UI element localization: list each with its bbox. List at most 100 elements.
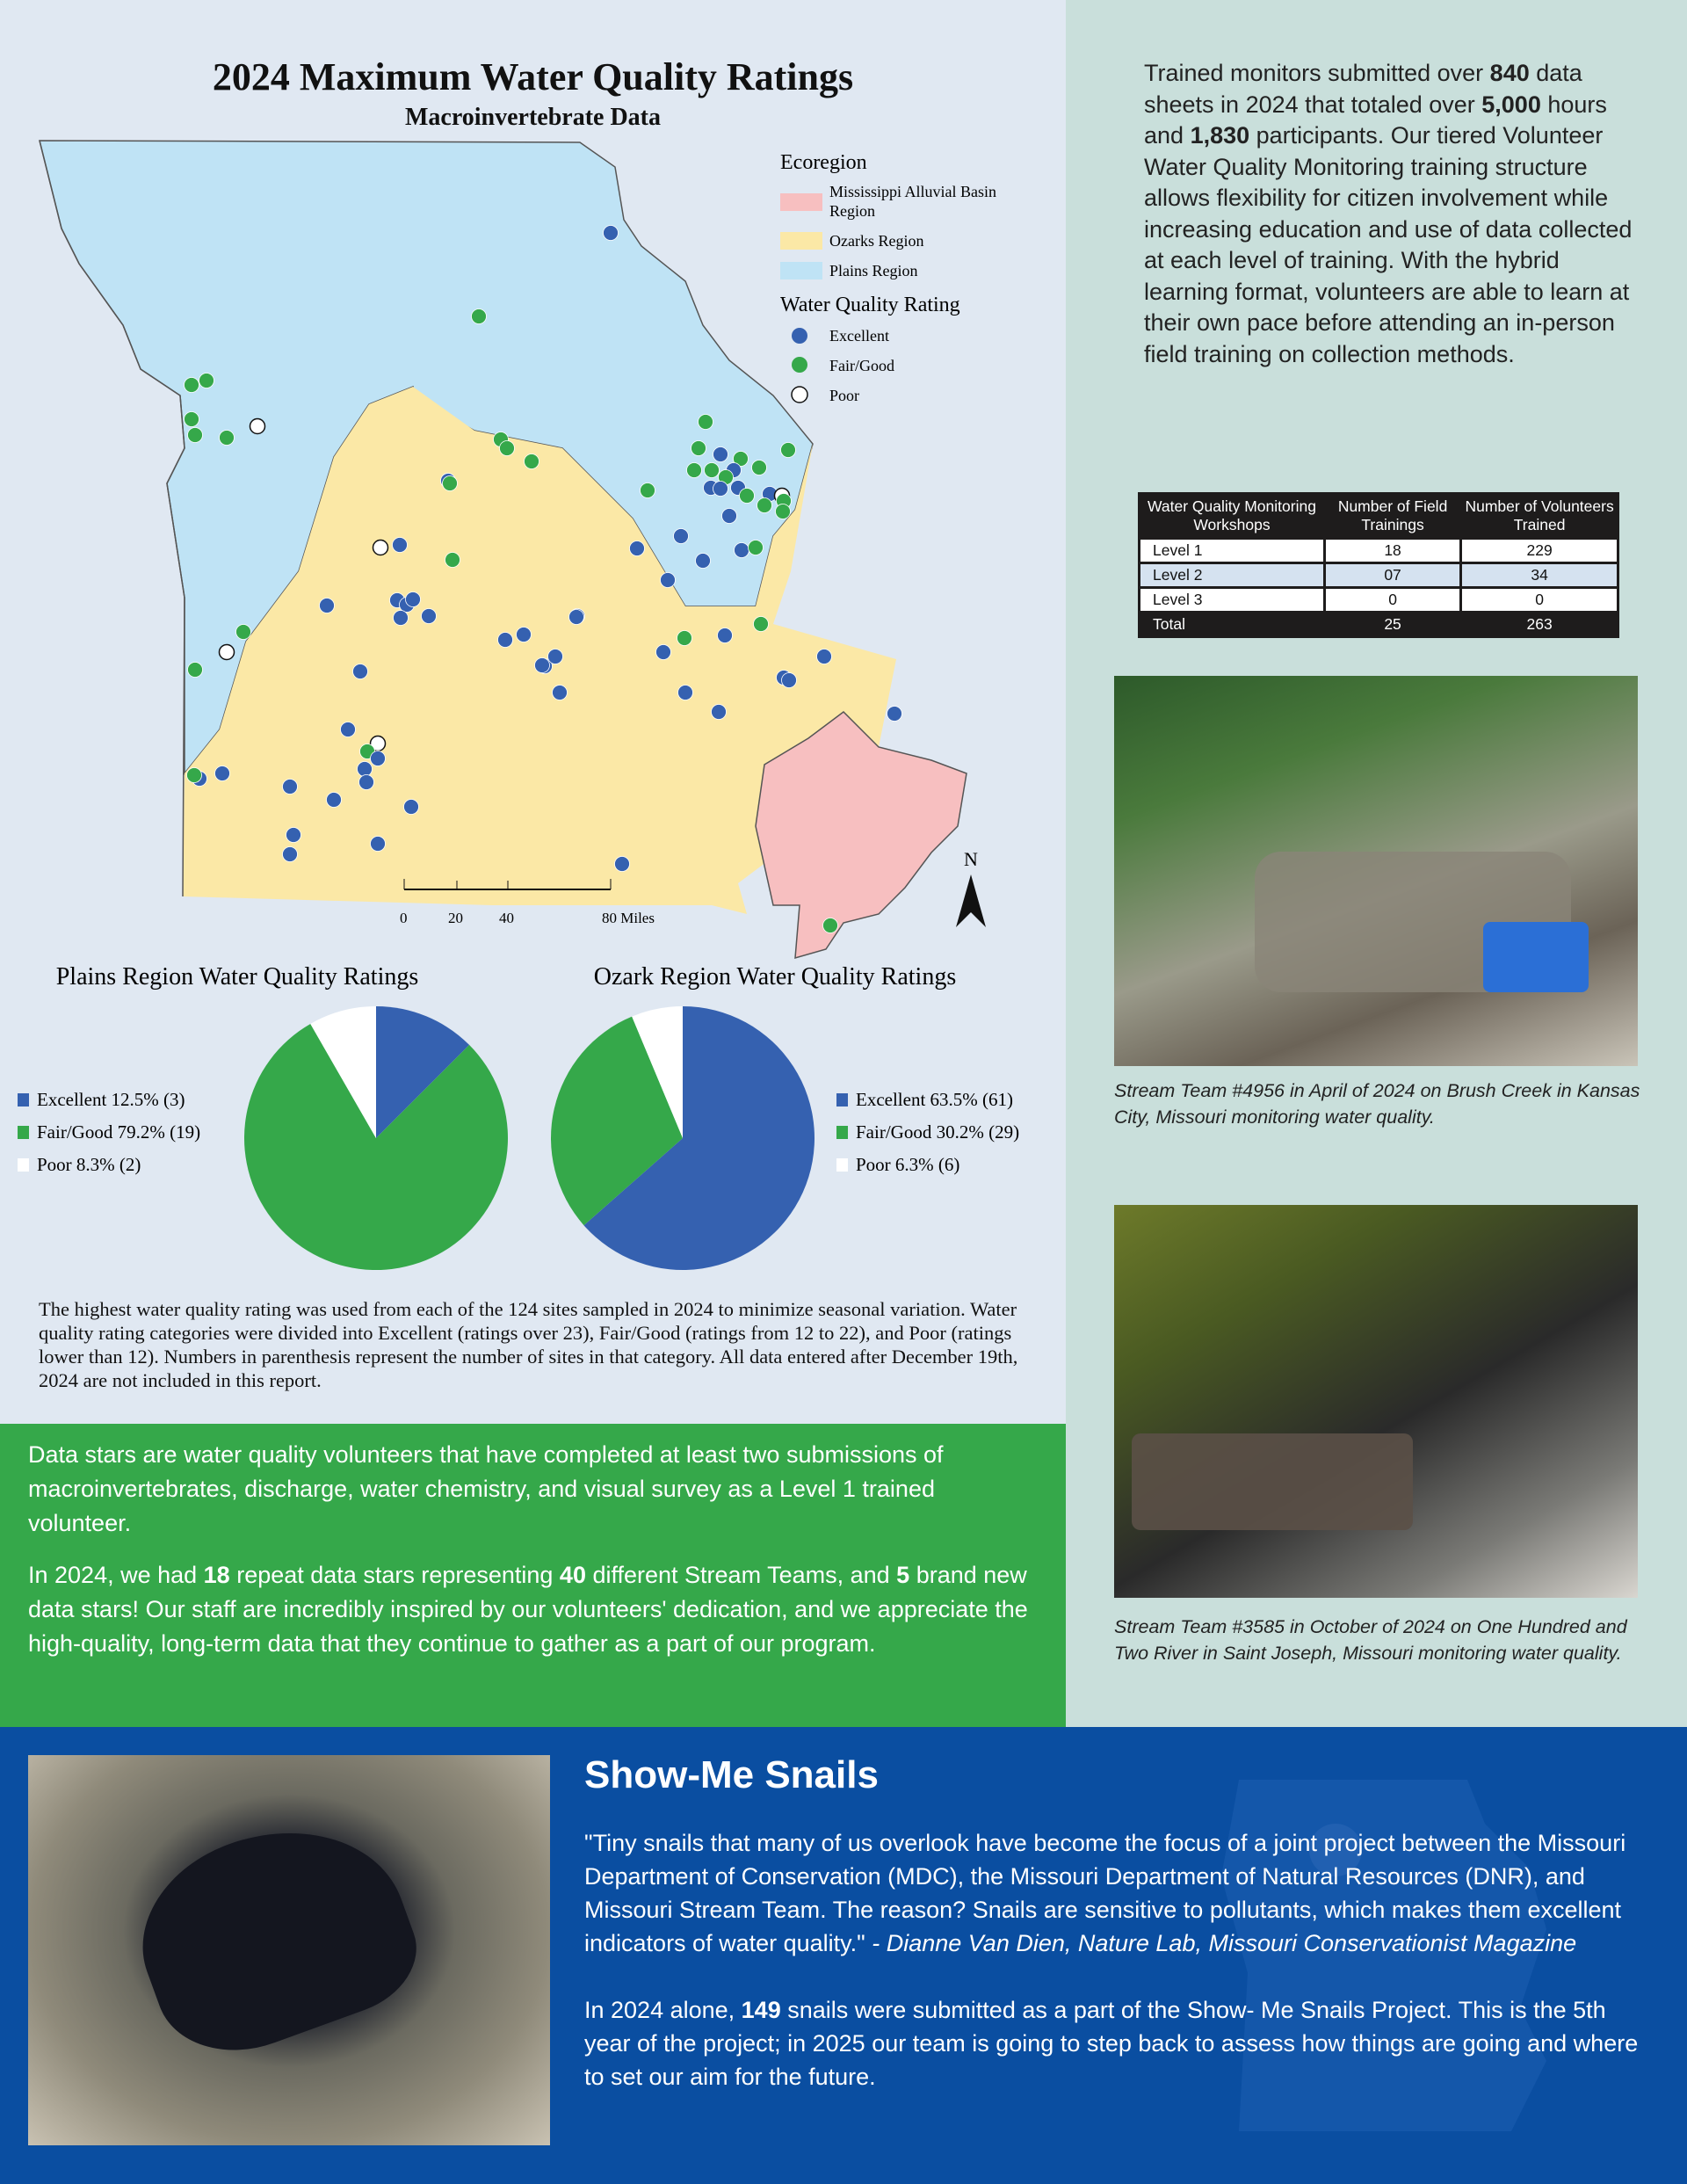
table-row: Level 2 07 34 <box>1138 562 1619 589</box>
data-stars-box: Data stars are water quality volunteers … <box>0 1424 1066 1727</box>
legend-label-alluvial: Mississippi Alluvial Basin Region <box>829 183 996 220</box>
legend-dot-poor <box>791 386 808 403</box>
missouri-map: Ecoregion Mississippi Alluvial Basin Regi… <box>39 140 996 960</box>
site-dot-excellent <box>677 685 693 700</box>
snails-text: "Tiny snails that many of us overlook ha… <box>584 1830 1639 2090</box>
site-dot-fairgood <box>704 462 720 478</box>
ozark-pie-title: Ozark Region Water Quality Ratings <box>594 963 956 990</box>
mississippi-alluvial-basin-region <box>755 711 967 960</box>
photo-caption-1: Stream Team #4956 in April of 2024 on Br… <box>1114 1080 1640 1128</box>
site-dot-excellent <box>421 608 437 624</box>
site-dot-excellent <box>392 537 408 553</box>
site-dot-fairgood <box>199 373 214 388</box>
site-dot-fairgood <box>677 630 692 646</box>
site-dot-fairgood <box>186 767 202 783</box>
site-dot-excellent <box>370 836 386 852</box>
svg-text:0: 0 <box>400 910 408 926</box>
site-dot-excellent <box>405 591 421 607</box>
legend-label-poor: Poor <box>829 387 859 404</box>
site-dot-excellent <box>534 657 550 673</box>
site-dot-fairgood <box>184 411 199 427</box>
pie-slice-excellent <box>583 1006 815 1270</box>
site-dot-fairgood <box>445 552 460 568</box>
site-dot-fairgood <box>822 918 838 933</box>
site-dot-fairgood <box>780 442 796 458</box>
site-dot-fairgood <box>235 624 251 640</box>
map-title: 2024 Maximum Water Quality Ratings <box>212 55 854 98</box>
snails-title: Show-Me Snails <box>584 1753 879 1796</box>
svg-text:20: 20 <box>448 910 463 926</box>
pie-slice-poor <box>310 1006 376 1138</box>
site-dot-excellent <box>713 446 728 462</box>
pie-legend-label: Poor 6.3% (6) <box>856 1154 959 1175</box>
site-dot-excellent <box>340 722 356 737</box>
legend-dot-excellent <box>792 328 807 344</box>
legend-swatch-plains <box>780 262 822 279</box>
data-stars-summary: In 2024, we had 18 repeat data stars rep… <box>28 1562 1028 1657</box>
legend-label-plains: Plains Region <box>829 262 918 279</box>
site-dot-fairgood <box>471 308 487 324</box>
pie-legend-label: Excellent 63.5% (61) <box>856 1089 1013 1110</box>
training-table: Water Quality Monitoring Workshops Number… <box>1138 492 1619 638</box>
site-dot-fairgood <box>686 462 702 478</box>
rating-legend-title: Water Quality Rating <box>780 294 960 316</box>
svg-text:40: 40 <box>499 910 514 926</box>
svg-text:N: N <box>964 848 978 870</box>
site-dot-excellent <box>326 792 342 808</box>
site-dot-excellent <box>282 779 298 795</box>
site-dot-excellent <box>393 610 409 626</box>
site-dot-fairgood <box>640 483 655 498</box>
legend-label-excellent: Excellent <box>829 327 889 345</box>
site-dot-excellent <box>568 609 584 625</box>
legend-label-ozarks: Ozarks Region <box>829 232 923 250</box>
site-dot-excellent <box>816 649 832 664</box>
map-legend: Ecoregion Mississippi Alluvial Basin Regi… <box>780 151 996 404</box>
site-dot-excellent <box>734 542 749 558</box>
site-dot-excellent <box>887 706 902 722</box>
photo-caption-2: Stream Team #3585 in October of 2024 on … <box>1114 1616 1627 1664</box>
site-dot-excellent <box>516 627 532 642</box>
site-dot-fairgood <box>733 451 749 467</box>
site-dot-poor <box>249 417 266 435</box>
map-subtitle: Macroinvertebrate Data <box>404 104 662 131</box>
legend-swatch <box>836 1158 848 1172</box>
intro-text: Trained monitors submitted over 840 data… <box>1144 60 1633 367</box>
legend-dot-fairgood <box>792 357 807 373</box>
site-dot-excellent <box>319 598 335 613</box>
pie-slice-poor <box>632 1006 683 1138</box>
site-dot-excellent <box>352 664 368 679</box>
site-dot-excellent <box>711 704 727 720</box>
site-dot-fairgood <box>691 440 706 456</box>
site-dot-excellent <box>358 774 374 790</box>
site-dot-excellent <box>721 508 737 524</box>
site-dot-fairgood <box>757 497 772 513</box>
photo-brush-creek <box>1114 676 1638 1066</box>
site-dot-excellent <box>282 846 298 862</box>
pie-slice-fairgood <box>244 1023 508 1270</box>
site-dot-excellent <box>357 761 373 777</box>
plains-pie-title: Plains Region Water Quality Ratings <box>56 963 419 990</box>
table-row: Level 1 18 229 <box>1138 537 1619 564</box>
pie-slice-fairgood <box>551 1016 683 1226</box>
pie-legend-label: Excellent 12.5% (3) <box>37 1089 185 1110</box>
site-dot-poor <box>372 539 389 556</box>
pie-legend-label: Fair/Good 79.2% (19) <box>37 1121 200 1143</box>
site-dot-excellent <box>673 528 689 544</box>
scale-bar: 0 20 40 80 Miles <box>400 879 655 926</box>
pie-slice-excellent <box>376 1006 470 1138</box>
site-dot-fairgood <box>524 453 539 469</box>
methodology-note: The highest water quality rating was use… <box>39 1298 1018 1391</box>
site-dot-fairgood <box>739 488 755 504</box>
site-dot-excellent <box>286 827 301 843</box>
site-dot-excellent <box>403 799 419 815</box>
pie-legend-label: Fair/Good 30.2% (29) <box>856 1121 1019 1143</box>
site-dot-fairgood <box>187 427 203 443</box>
site-dot-excellent <box>629 541 645 556</box>
site-dot-fairgood <box>499 440 515 456</box>
ecoregion-legend-title: Ecoregion <box>780 151 867 174</box>
site-dot-excellent <box>660 572 676 588</box>
site-dot-fairgood <box>775 504 791 519</box>
site-dot-fairgood <box>753 616 769 632</box>
site-dot-excellent <box>614 856 630 872</box>
